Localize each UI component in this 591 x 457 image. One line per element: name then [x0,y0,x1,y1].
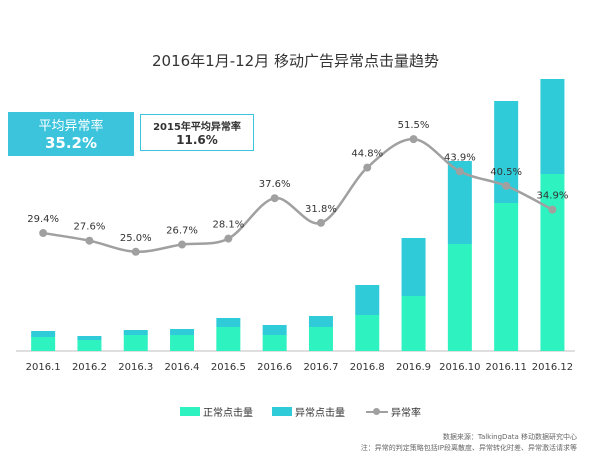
rate-point-1 [39,229,48,238]
rate-point-12 [548,205,557,214]
rate-label-1: 29.4% [27,214,59,225]
rate-point-11 [502,181,511,190]
bar-abnormal-6 [262,325,287,335]
chart-plot: 2016.1 2016.2 2016.3 2016.4 2016.5 2016.6 2016… [16,79,575,373]
bar-abnormal-3 [123,330,148,335]
bar-abnormal-5 [216,318,241,327]
rate-label-3: 25.0% [120,233,152,244]
bar-abnormal-1 [31,331,56,337]
x-tick-label: 2016.12 [532,362,573,373]
bar-abnormal-9 [401,238,426,296]
bar-normal-1 [31,337,56,351]
x-tick-label: 2016.9 [396,362,431,373]
rate-label-8: 44.8% [351,149,383,160]
bar-normal-9 [401,296,426,351]
avg-2015-value: 11.6% [176,133,218,147]
rate-label-5: 28.1% [212,220,244,231]
legend-normal-swatch [180,407,200,416]
bar-abnormal-2 [77,336,102,340]
bar-abnormal-4 [170,329,195,335]
legend-abnormal-label: 异常点击量 [295,408,345,419]
rate-label-11: 40.5% [490,167,522,178]
bar-normal-6 [262,335,287,351]
avg-2016-value: 35.2% [44,134,98,152]
rate-label-12: 34.9% [537,191,569,202]
rate-point-3 [131,247,140,256]
x-tick-label: 2016.1 [26,362,61,373]
bar-normal-7 [308,327,333,351]
bar-normal-8 [355,315,380,351]
legend-rate: 异常率 [366,404,421,419]
rate-label-4: 26.7% [166,226,198,237]
rate-point-8 [363,163,372,172]
rate-point-7 [316,218,325,227]
rate-point-4 [178,240,187,249]
notes: 数据来源：TalkingData 移动数据研究中心 注：异常的判定策略包括IP段… [361,432,577,454]
bar-normal-2 [77,340,102,351]
x-tick-label: 2016.5 [211,362,246,373]
rate-point-6 [270,194,279,203]
legend-rate-label: 异常率 [391,408,421,419]
x-tick-label: 2016.4 [165,362,200,373]
bar-normal-12 [540,174,565,351]
chart-title: 2016年1月-12月 移动广告异常点击量趋势 [152,52,439,70]
bar-abnormal-8 [355,285,380,315]
x-tick-label: 2016.7 [303,362,338,373]
legend-normal-label: 正常点击量 [203,408,253,419]
bar-abnormal-7 [308,316,333,327]
x-tick-label: 2016.2 [72,362,107,373]
source-note: 数据来源：TalkingData 移动数据研究中心 [442,433,577,441]
rate-label-9: 51.5% [398,120,430,131]
bar-normal-4 [170,335,195,351]
legend-abnormal-swatch [272,407,292,416]
rate-point-10 [455,167,464,176]
x-tick-label: 2016.6 [257,362,292,373]
bar-normal-5 [216,327,241,351]
rate-label-2: 27.6% [74,222,106,233]
avg-2015-label: 2015年平均异常率 [153,122,241,133]
rate-point-2 [85,236,94,245]
x-tick-label: 2016.3 [118,362,153,373]
bar-normal-10 [447,244,472,351]
bar-normal-11 [494,203,519,351]
rate-point-9 [409,135,418,144]
rate-label-6: 37.6% [259,179,291,190]
legend-abnormal: 异常点击量 [272,404,345,419]
legend-rate-swatch [366,407,388,415]
bar-abnormal-12 [540,79,565,174]
avg-2016-box: 平均异常率 35.2% [8,112,134,156]
x-tick-label: 2016.11 [485,362,526,373]
x-tick-label: 2016.10 [439,362,480,373]
remark-note: 注：异常的判定策略包括IP段离散度、异常转化时差、异常激活请求等 [360,444,577,452]
rate-label-7: 31.8% [305,204,337,215]
rate-point-5 [224,234,233,243]
avg-2016-label: 平均异常率 [38,119,104,134]
legend-normal: 正常点击量 [180,404,253,419]
bar-normal-3 [123,335,148,351]
avg-2015-box: 2015年平均异常率 11.6% [140,114,254,151]
x-tick-label: 2016.8 [350,362,385,373]
rate-label-10: 43.9% [444,152,476,163]
